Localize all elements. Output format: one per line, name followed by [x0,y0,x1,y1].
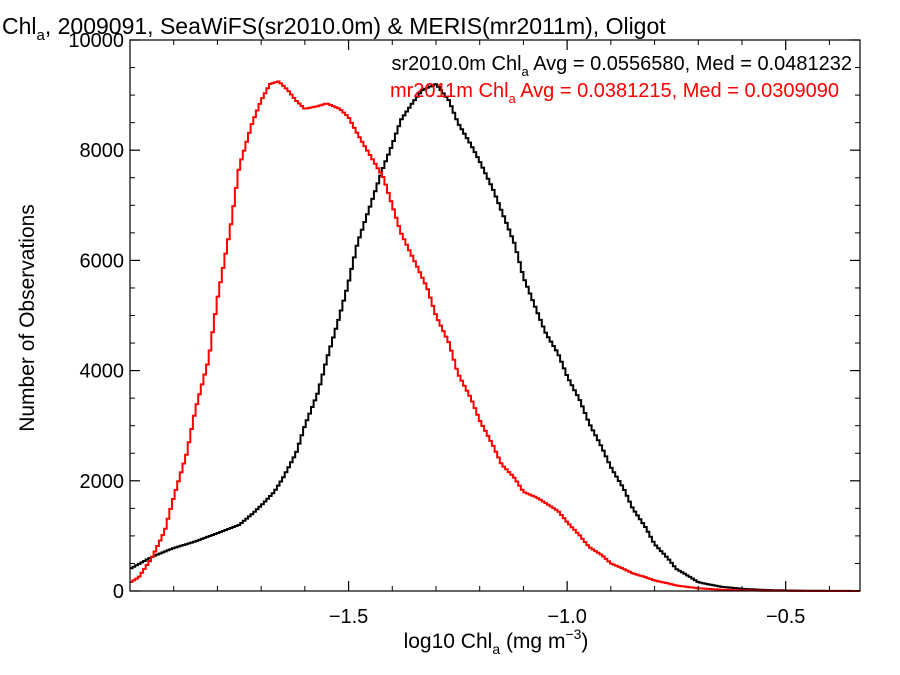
chart-title: Chla, 2009091, SeaWiFS(sr2010.0m) & MERI… [2,13,666,44]
legend-entry-black: sr2010.0m Chla Avg = 0.0556580, Med = 0.… [391,53,852,79]
y-tick-label: 0 [113,581,124,603]
legend: sr2010.0m Chla Avg = 0.0556580, Med = 0.… [390,53,852,106]
x-axis-label-sup: −3 [565,626,581,642]
axis-layer: 0 2000 4000 6000 8000 10000 −1.5 −1.0 −0.5 [68,30,860,628]
y-tick-label: 10000 [68,30,124,52]
chart-title-pre: Chl [2,13,37,39]
x-axis-label: log10 Chla (mg m−3) [404,626,589,657]
x-axis-label-sub: a [492,641,500,657]
x-axis-label-pre: log10 Chl [404,630,493,653]
y-tick-label: 6000 [80,250,125,272]
y-tick-label: 8000 [80,140,125,162]
series-black-histogram [130,83,860,592]
series-layer [130,80,860,592]
x-axis-label-post: ) [581,630,588,653]
chart-title-sub: a [37,27,46,44]
x-tick-label: −0.5 [766,606,805,628]
x-axis-label-mid: (mg m [500,630,565,653]
y-tick-label: 2000 [80,471,125,493]
legend-entry-red: mr2011m Chla Avg = 0.0381215, Med = 0.03… [390,80,839,106]
x-tick-label: −1.5 [329,606,368,628]
y-axis-label: Number of Observations [16,204,39,432]
x-tick-label: −1.0 [547,606,586,628]
chart-title-post: , 2009091, SeaWiFS(sr2010.0m) & MERIS(mr… [45,13,666,39]
series-red-histogram [130,80,860,592]
plot-frame [129,39,861,592]
y-tick-label: 4000 [80,361,125,383]
